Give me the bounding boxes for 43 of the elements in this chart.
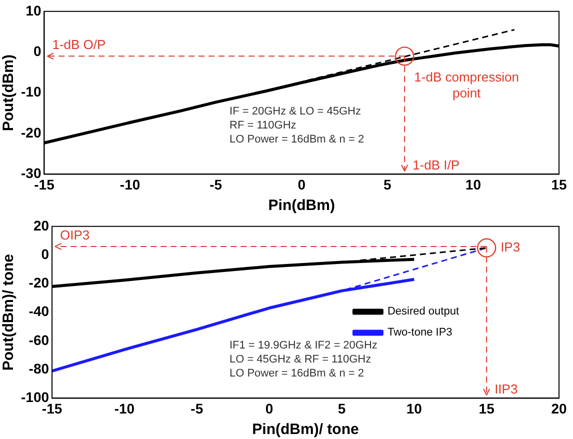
ref-line-label: OIP3 (60, 228, 90, 243)
x-tick-label: 10 (465, 176, 482, 192)
y-tick-label: -20 (21, 124, 42, 140)
y-tick-label: 0 (41, 246, 50, 262)
y-tick-label: -60 (28, 332, 50, 348)
y-tick-label: -40 (28, 303, 50, 320)
legend-label: Two-tone IP3 (387, 326, 452, 339)
x-tick-label: 5 (338, 400, 346, 416)
ref-line-label: 1-dB O/P (52, 37, 106, 52)
y-tick-label: -20 (28, 274, 50, 291)
x-tick-label: 5 (384, 176, 392, 192)
x-tick-label: 0 (265, 400, 274, 416)
annotation: LO Power = 16dBm & n = 2 (229, 367, 364, 380)
y-axis-title: Pout(dBm) (0, 54, 18, 132)
annotation: 1-dB compression point (414, 70, 519, 101)
y-tick-label: -80 (28, 360, 50, 376)
x-tick-label: -5 (210, 176, 222, 192)
annotation: IF = 20GHz & LO = 45GHz (230, 105, 362, 118)
y-tick-label: 0 (33, 42, 42, 59)
x-axis-title: Pin(dBm) (268, 197, 335, 214)
x-tick-label: -10 (114, 400, 135, 416)
annotation: LO Power = 16dBm & n = 2 (230, 133, 364, 146)
x-tick-label: 0 (298, 176, 306, 192)
y-tick-label: -100 (20, 389, 50, 406)
y-tick-label: 10 (26, 2, 42, 18)
x-axis-title: Pin(dBm)/ tone (252, 421, 359, 438)
annotation: RF = 110GHz (230, 119, 296, 132)
legend-label: Desired output (387, 306, 460, 318)
annotation: IP3 (500, 239, 520, 254)
x-tick-label: 10 (406, 400, 422, 416)
x-tick-label: 15 (478, 400, 495, 416)
y-axis-title: Pout(dBm)/ tone (0, 254, 18, 371)
x-tick-label: -10 (120, 176, 140, 192)
x-tick-label: 20 (551, 400, 567, 416)
x-tick-label: 15 (551, 176, 567, 192)
y-tick-label: -30 (21, 165, 42, 182)
y-tick-label: 20 (33, 217, 50, 234)
x-tick-label: -5 (190, 400, 204, 416)
y-tick-label: -10 (21, 84, 42, 100)
ref-line-label: IIP3 (494, 381, 518, 396)
ref-line-label: 1-dB I/P (412, 157, 460, 172)
annotation: IF1 = 19.9GHz & IF2 = 20GHz (229, 339, 378, 352)
annotation: LO = 45GHz & RF = 110GHz (229, 353, 372, 366)
